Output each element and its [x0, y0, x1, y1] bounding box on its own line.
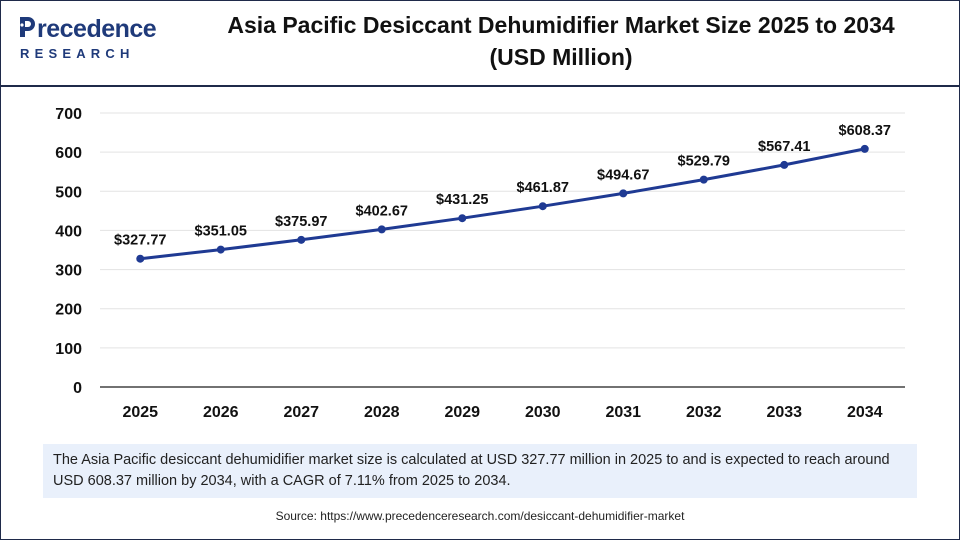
x-tick-label: 2030 — [525, 404, 561, 421]
header: recedence RESEARCH Asia Pacific Desiccan… — [1, 1, 959, 87]
logo-bottom-text: RESEARCH — [20, 46, 135, 61]
y-tick-label: 700 — [55, 106, 82, 123]
y-tick-label: 100 — [55, 341, 82, 358]
data-label: $567.41 — [758, 139, 810, 155]
x-tick-label: 2029 — [444, 404, 480, 421]
brand-logo: recedence RESEARCH — [17, 15, 167, 67]
x-tick-label: 2027 — [283, 404, 319, 421]
x-tick-label: 2025 — [122, 404, 158, 421]
data-point — [297, 235, 306, 244]
data-point — [780, 160, 789, 169]
x-tick-label: 2032 — [686, 404, 722, 421]
data-label: $529.79 — [678, 154, 730, 170]
logo-top-text: recedence — [37, 15, 157, 43]
data-points — [136, 144, 869, 263]
data-label: $431.25 — [436, 192, 488, 208]
x-tick-label: 2026 — [203, 404, 239, 421]
title-line-2: (USD Million) — [489, 44, 633, 70]
y-tick-label: 0 — [73, 380, 82, 397]
series-line — [140, 147, 866, 261]
data-point — [136, 254, 145, 263]
data-label: $494.67 — [597, 167, 649, 183]
data-labels: $327.77 $351.05 $375.97 $402.67 $431.25 $461.… — [114, 123, 891, 249]
y-tick-label: 300 — [55, 263, 82, 280]
y-axis-ticks: 0 100 200 300 400 500 600 700 — [55, 106, 82, 397]
data-point — [860, 144, 869, 153]
y-tick-label: 400 — [55, 223, 82, 240]
y-tick-label: 500 — [55, 184, 82, 201]
data-point — [458, 214, 467, 223]
x-axis-ticks: 2025 2026 2027 2028 2029 2030 2031 2032 2033 2034 — [122, 404, 882, 421]
chart-title: Asia Pacific Desiccant Dehumidifier Mark… — [191, 9, 931, 73]
data-point — [377, 225, 386, 234]
data-label: $327.77 — [114, 233, 166, 249]
source-note: Source: https://www.precedenceresearch.c… — [275, 509, 685, 523]
data-point — [699, 175, 708, 184]
y-tick-label: 200 — [55, 302, 82, 319]
data-point — [619, 189, 628, 198]
data-label: $351.05 — [195, 224, 247, 240]
title-line-1: Asia Pacific Desiccant Dehumidifier Mark… — [227, 12, 895, 38]
y-tick-label: 600 — [55, 145, 82, 162]
x-tick-label: 2034 — [847, 404, 883, 421]
logo-wordmark: recedence — [17, 15, 157, 44]
data-point — [538, 202, 547, 211]
x-tick-label: 2028 — [364, 404, 400, 421]
grid-lines — [100, 112, 905, 349]
data-point — [216, 245, 225, 254]
data-label: $461.87 — [517, 180, 569, 196]
logo-p-icon — [20, 17, 35, 37]
data-label: $375.97 — [275, 214, 327, 230]
x-tick-label: 2031 — [605, 404, 641, 421]
x-tick-label: 2033 — [766, 404, 802, 421]
data-label: $402.67 — [356, 203, 408, 219]
data-label: $608.37 — [839, 123, 891, 139]
summary-caption: The Asia Pacific desiccant dehumidifier … — [43, 444, 917, 498]
